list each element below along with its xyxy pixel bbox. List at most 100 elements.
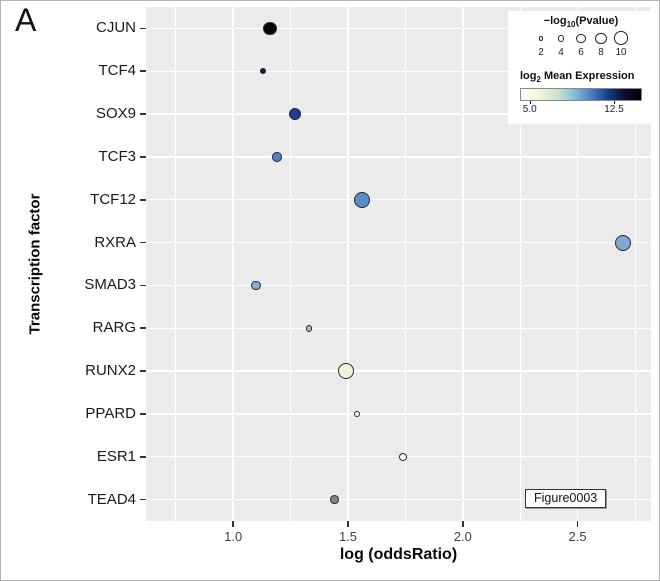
grid-line-y <box>146 370 651 372</box>
x-tick-mark <box>576 521 579 527</box>
y-tick-label-ESR1: ESR1 <box>96 447 136 465</box>
color-legend-labels: 5.0 12.5 <box>520 104 642 116</box>
y-tick-mark <box>140 370 146 372</box>
y-tick-mark <box>140 198 146 201</box>
y-tick-label-RUNX2: RUNX2 <box>85 362 136 380</box>
x-axis-title: log (oddsRatio) <box>339 546 458 563</box>
y-tick-mark <box>140 498 146 501</box>
point-RXRA <box>615 234 632 251</box>
y-tick-label-RARG: RARG <box>92 319 136 337</box>
x-tick-mark <box>461 521 464 527</box>
grid-line-y <box>146 199 651 201</box>
grid-line-y <box>146 156 651 158</box>
y-tick-label-PPARD: PPARD <box>85 404 136 422</box>
x-tick-label-1.0: 1.0 <box>224 529 243 544</box>
y-tick-label-SOX9: SOX9 <box>95 105 136 123</box>
y-tick-label-TCF3: TCF3 <box>98 147 137 165</box>
size-legend-circle-cell <box>531 29 551 47</box>
y-tick-label-TEAD4: TEAD4 <box>87 490 136 508</box>
grid-line-y <box>146 113 651 115</box>
grid-line-x-minor <box>634 7 636 521</box>
size-legend-title-sub: 10 <box>566 20 576 30</box>
y-tick-mark <box>140 70 146 73</box>
size-legend-circle-8 <box>595 32 607 44</box>
size-legend-circle-cell <box>551 29 571 47</box>
color-legend-title-prefix: log <box>520 70 537 83</box>
size-legend-values: 2 4 6 8 10 <box>512 47 650 58</box>
grid-line-y <box>146 241 651 244</box>
point-PPARD <box>354 410 361 418</box>
grid-line-x-major <box>461 7 464 521</box>
size-legend-title-suffix: (Pvalue) <box>575 15 619 27</box>
x-tick-label-1.5: 1.5 <box>338 529 358 544</box>
size-legend-circle-6 <box>576 33 586 43</box>
panel-label: A <box>15 2 37 38</box>
point-TCF3 <box>272 152 282 162</box>
grid-line-y <box>146 327 651 329</box>
grid-line-y <box>146 456 651 458</box>
y-tick-mark <box>140 156 146 158</box>
x-tick-label-2.0: 2.0 <box>453 529 472 544</box>
legend: −log10(Pvalue) 2 4 6 8 10 log2 Mean Expressi… <box>508 11 654 125</box>
grid-line-y <box>146 70 651 72</box>
grid-line-y <box>146 27 651 30</box>
x-tick-mark <box>232 521 235 527</box>
y-axis-title: Transcription factor <box>26 193 44 335</box>
size-legend-circle-2 <box>538 35 544 41</box>
grid-line-x-minor <box>404 7 406 521</box>
size-legend-circles <box>512 29 650 47</box>
point-TCF4 <box>260 68 266 75</box>
gradient-tick-min <box>529 101 531 105</box>
point-RARG <box>305 324 313 332</box>
point-SMAD3 <box>251 280 261 291</box>
color-legend-title-sub: 2 <box>536 75 541 85</box>
grid-line-x-minor <box>519 7 521 521</box>
figure-tag: Figure0003 <box>525 489 607 508</box>
y-tick-mark <box>140 327 146 330</box>
x-tick-label-2.5: 2.5 <box>568 529 587 544</box>
point-RUNX2 <box>337 363 354 380</box>
y-tick-mark <box>140 27 146 30</box>
size-legend-circle-10 <box>614 31 628 45</box>
color-gradient-bar <box>520 88 642 102</box>
point-ESR1 <box>398 452 408 461</box>
grid-line-x-major <box>576 7 579 521</box>
y-tick-label-SMAD3: SMAD3 <box>84 276 136 294</box>
color-legend-title-suffix: Mean Expression <box>540 70 635 83</box>
size-legend-circle-cell <box>591 29 611 47</box>
size-legend-circle-cell <box>571 29 591 47</box>
x-tick-mark <box>347 521 349 527</box>
grid-line-y <box>146 498 651 501</box>
point-SOX9 <box>289 108 302 121</box>
grid-line-y <box>146 413 651 415</box>
color-gradient-ticks <box>520 101 642 105</box>
grid-line-x-minor <box>290 7 291 521</box>
point-CJUN <box>263 21 277 36</box>
size-legend-value-8: 8 <box>598 47 604 59</box>
size-legend-title: −log10(Pvalue) <box>512 15 650 29</box>
color-legend-max-label: 12.5 <box>604 104 624 116</box>
point-TCF12 <box>353 191 370 208</box>
y-tick-mark <box>140 284 146 287</box>
grid-line-x-minor <box>175 7 177 521</box>
size-legend-value-6: 6 <box>578 47 584 59</box>
y-tick-mark <box>140 241 146 244</box>
y-tick-mark <box>140 113 146 115</box>
grid-line-x-major <box>347 7 349 521</box>
size-legend-value-2: 2 <box>538 47 544 59</box>
color-legend-min-label: 5.0 <box>522 104 537 116</box>
color-legend-title: log2 Mean Expression <box>512 70 650 84</box>
gradient-tick-max <box>613 101 615 105</box>
size-legend-circle-4 <box>557 34 565 42</box>
y-tick-label-TCF4: TCF4 <box>98 62 137 80</box>
y-tick-label-TCF12: TCF12 <box>90 190 136 208</box>
y-tick-label-CJUN: CJUN <box>96 19 136 37</box>
grid-line-x-major <box>232 7 235 521</box>
point-TEAD4 <box>329 495 339 504</box>
grid-line-y <box>146 284 651 287</box>
size-legend-title-prefix: −log <box>543 15 567 27</box>
size-legend-value-4: 4 <box>558 47 564 59</box>
y-tick-mark <box>140 455 146 458</box>
size-legend-circle-cell <box>611 29 631 47</box>
